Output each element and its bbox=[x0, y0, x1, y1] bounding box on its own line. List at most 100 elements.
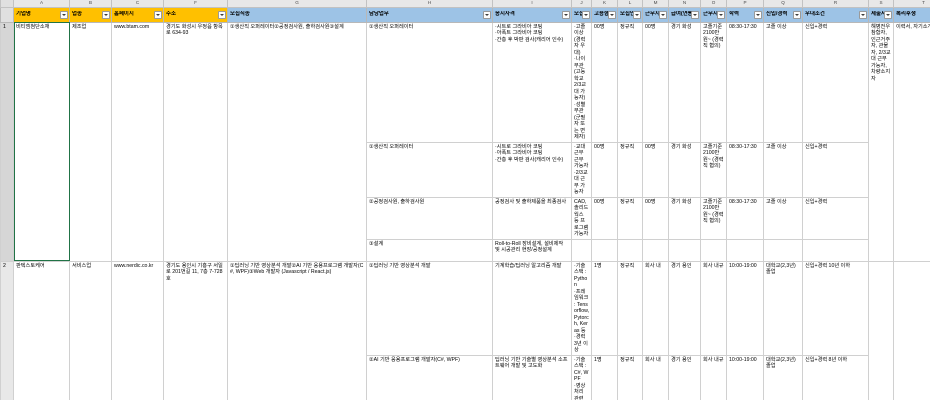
company-address[interactable]: 경기도 화성시 우정읍 항목로 634-93 bbox=[163, 21, 228, 262]
salary[interactable]: 고졸기준 2100만원~ (경력직 협의) bbox=[700, 141, 727, 198]
employment-type[interactable]: 정규직 bbox=[617, 196, 643, 240]
column-header-H[interactable]: H bbox=[366, 0, 493, 8]
required-documents[interactable]: 이력서, 자기소개서 bbox=[893, 21, 930, 262]
work-hours[interactable] bbox=[726, 238, 764, 262]
company-name[interactable]: 비티엠첨단소재 bbox=[13, 21, 70, 262]
job-duty[interactable]: ·시트로 그라비아 코팅 ·아폭트 그라비아 코팅 ·간층 후 박판 검사(캐리… bbox=[492, 141, 572, 198]
job-duty[interactable]: 기계학습/딥러닝 알고리즘 개발 bbox=[492, 260, 572, 356]
education[interactable] bbox=[763, 238, 803, 262]
filter-dropdown-icon[interactable] bbox=[754, 10, 762, 19]
column-header-R[interactable]: R bbox=[802, 0, 869, 8]
column-header-O[interactable]: O bbox=[700, 0, 727, 8]
company-address[interactable]: 경기도 용인시 기흥구 서일로 201번길 11, 7층 7-728호 bbox=[163, 260, 228, 400]
job-duty[interactable]: 공정검사 및 출하제품을 최종검사 bbox=[492, 196, 572, 240]
table-row[interactable]: 2 판텍스토케어 서비스업 www.nerdic.co.kr 경기도 용인시 기흥구 서… bbox=[0, 260, 930, 400]
hire-count[interactable]: 회사 내 bbox=[642, 354, 669, 400]
work-region[interactable]: 경기 화성 bbox=[668, 21, 701, 143]
company-name[interactable]: 판텍스토케어 bbox=[13, 260, 70, 400]
column-header-P[interactable]: P bbox=[726, 0, 764, 8]
required-documents[interactable] bbox=[893, 260, 930, 400]
column-header-Q[interactable]: Q bbox=[763, 0, 803, 8]
job-qualification[interactable]: ·기술스택 : Python ·프레임워크 : Tensorflow, Pyto… bbox=[571, 260, 592, 356]
column-header-M[interactable]: M bbox=[642, 0, 669, 8]
hire-count[interactable]: 00명 bbox=[642, 196, 669, 240]
job-duty[interactable]: Roll-to-Roll 장비설계, 설비제작 및 시공관리 현장/공정설계 bbox=[492, 238, 572, 262]
work-hours[interactable]: 08:30-17:30 bbox=[726, 21, 764, 143]
job-duty[interactable]: 딥러닝 기반 기술별 영상분석 소프트웨어 개발 및 고도화 bbox=[492, 354, 572, 400]
table-row[interactable]: ①생산직 오퍼레이터 ·시트로 그라비아 코팅 ·아폭트 그라비아 코팅 ·간층 … bbox=[1, 141, 930, 198]
education[interactable]: 고졸 이상 bbox=[763, 141, 803, 198]
experience[interactable]: 신입+경력 bbox=[802, 196, 869, 240]
employment-type[interactable]: 정규직 bbox=[617, 260, 643, 356]
filter-dropdown-icon[interactable] bbox=[154, 10, 162, 19]
job-positions-summary[interactable]: ①딥러닝 기반 영상분석 개발②AI 기반 응용프로그램 개발자(C#, WPF… bbox=[227, 260, 367, 400]
job-title[interactable]: ①생산직 오퍼레이터 bbox=[366, 141, 493, 198]
column-header-G[interactable]: G bbox=[227, 0, 367, 8]
salary[interactable]: 고졸기준 2100만원~ (경력직 협의) bbox=[700, 196, 727, 240]
job-qualification[interactable]: ·고졸 이상 (경력자 우대) ·나이 무관 (고등학교 2/3교대 가능자) … bbox=[571, 21, 592, 143]
job-count[interactable]: 00명 bbox=[591, 21, 618, 143]
job-count[interactable] bbox=[591, 238, 618, 262]
work-region[interactable]: 경기 화성 bbox=[668, 196, 701, 240]
education[interactable]: 고졸 이상 bbox=[763, 21, 803, 143]
work-hours[interactable]: 10:00-19:00 bbox=[726, 260, 764, 356]
column-header-B[interactable]: B bbox=[69, 0, 112, 8]
job-title[interactable]: ②공정검사원, 출하검사원 bbox=[366, 196, 493, 240]
filter-dropdown-icon[interactable] bbox=[60, 10, 68, 19]
work-hours[interactable]: 10:00-19:00 bbox=[726, 354, 764, 400]
table-row[interactable]: 1 비티엠첨단소재 제조업 www.btam.com 경기도 화성시 우정읍 항목로 6… bbox=[0, 21, 930, 262]
homepage-url[interactable]: www.nerdic.co.kr bbox=[111, 260, 164, 400]
salary[interactable]: 회사 내규 bbox=[700, 354, 727, 400]
column-header-I[interactable]: I bbox=[492, 0, 572, 8]
column-header-C[interactable]: C bbox=[111, 0, 164, 8]
filter-dropdown-icon[interactable] bbox=[102, 10, 110, 19]
employment-type[interactable]: 정규직 bbox=[617, 354, 643, 400]
hire-count[interactable] bbox=[642, 238, 669, 262]
job-title[interactable]: ①딥러닝 기반 영상분석 개발 bbox=[366, 260, 493, 356]
job-count[interactable]: 1명 bbox=[591, 354, 618, 400]
employment-type[interactable]: 정규직 bbox=[617, 21, 643, 143]
experience[interactable] bbox=[802, 238, 869, 262]
column-header-K[interactable]: K bbox=[591, 0, 618, 8]
filter-dropdown-icon[interactable] bbox=[483, 10, 491, 19]
job-title[interactable]: ③설계 bbox=[366, 238, 493, 262]
job-qualification[interactable] bbox=[571, 238, 592, 262]
industry[interactable]: 서비스업 bbox=[69, 260, 112, 400]
salary[interactable]: 회사 내규 bbox=[700, 260, 727, 356]
column-header-J[interactable]: J bbox=[571, 0, 592, 8]
filter-dropdown-icon[interactable] bbox=[859, 10, 867, 19]
filter-dropdown-icon[interactable] bbox=[793, 10, 801, 19]
column-header-L[interactable]: L bbox=[617, 0, 643, 8]
filter-dropdown-icon[interactable] bbox=[582, 10, 590, 19]
experience[interactable]: 신입+경력 bbox=[802, 141, 869, 198]
filter-dropdown-icon[interactable] bbox=[717, 10, 725, 19]
row-number[interactable]: 1 bbox=[0, 21, 14, 262]
work-region[interactable]: 경기 용인 bbox=[668, 260, 701, 356]
job-qualification[interactable]: CAD, 솔리드웍스 등 프로그램 가능자 bbox=[571, 196, 592, 240]
education[interactable]: 고졸 이상 bbox=[763, 196, 803, 240]
education[interactable]: 대학교(2,3년)졸업 bbox=[763, 260, 803, 356]
hire-count[interactable]: 회사 내 bbox=[642, 260, 669, 356]
preferred-conditions[interactable]: 해병전우 참함자, 인근거주자, 관물자, 2/3교대 근무 가능자, 차량소지… bbox=[868, 21, 894, 262]
employment-type[interactable]: 정규직 bbox=[617, 141, 643, 198]
filter-dropdown-icon[interactable] bbox=[884, 10, 892, 19]
education[interactable]: 대학교(2,3년)졸업 bbox=[763, 354, 803, 400]
job-duty[interactable]: ·시트로 그라비아 코팅 ·아폭트 그라비아 코팅 ·간층 후 박판 검사(캐리… bbox=[492, 21, 572, 143]
column-header-S[interactable]: S bbox=[868, 0, 894, 8]
job-qualification[interactable]: ·교대근무 근무 가능자 ·2/3교대 근무 가능자 bbox=[571, 141, 592, 198]
work-region[interactable]: 경기 화성 bbox=[668, 141, 701, 198]
column-header-N[interactable]: N bbox=[668, 0, 701, 8]
row-number[interactable]: 2 bbox=[0, 260, 14, 400]
job-qualification[interactable]: ·기술스택 : C#, WPF ·영상처리 관련 경험자 ·경력 3년 이상 bbox=[571, 354, 592, 400]
filter-dropdown-icon[interactable] bbox=[659, 10, 667, 19]
experience[interactable]: 신입+경력 10년 이하 bbox=[802, 260, 869, 356]
experience[interactable]: 신입+경력 8년 이하 bbox=[802, 354, 869, 400]
salary[interactable]: 고졸기준 2100만원~ (경력직 협의) bbox=[700, 21, 727, 143]
job-positions-summary[interactable]: ①생산직 오퍼레이터②공정검사원, 출하검사원③설계 bbox=[227, 21, 367, 262]
work-hours[interactable]: 08:30-17:30 bbox=[726, 196, 764, 240]
column-header-A[interactable]: A bbox=[13, 0, 70, 8]
column-header-T[interactable]: T bbox=[893, 0, 930, 8]
filter-dropdown-icon[interactable] bbox=[562, 10, 570, 19]
hire-count[interactable]: 00명 bbox=[642, 141, 669, 198]
